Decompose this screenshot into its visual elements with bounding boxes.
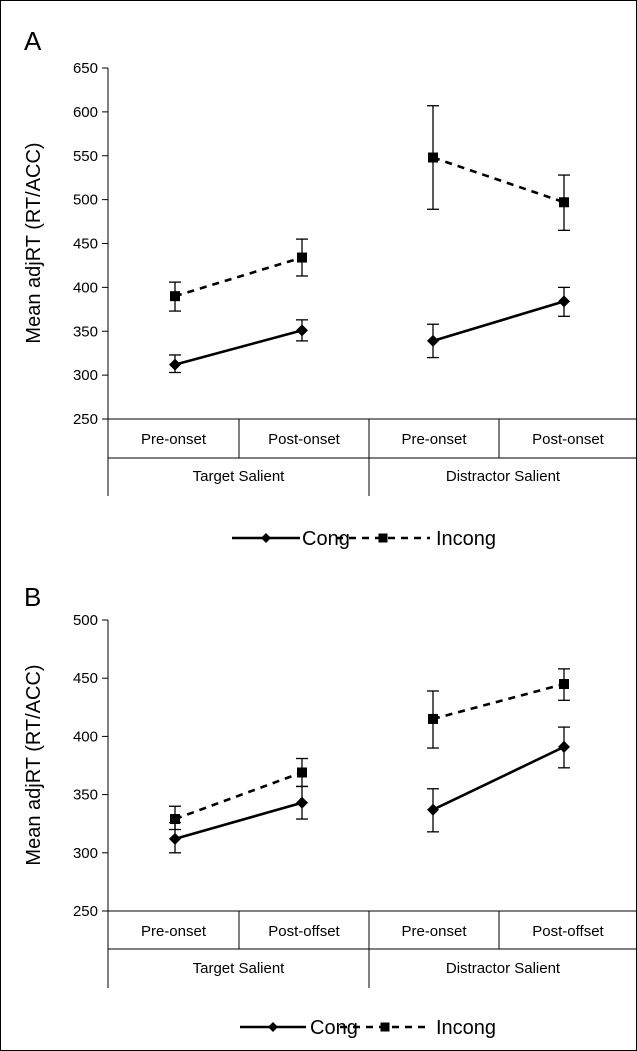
x-tick-label: Pre-onset [401,923,467,940]
y-tick-label: 500 [73,192,98,209]
y-tick-label: 350 [73,323,98,340]
legend-label-cong: Cong [310,1017,358,1039]
marker-incong [428,713,438,724]
x-group-label: Target Salient [193,960,286,977]
y-tick-label: 650 [73,60,98,77]
x-tick-label: Pre-onset [141,923,207,940]
series-cong [169,726,570,854]
y-axis-title: Mean adjRT (RT/ACC) [23,142,45,343]
legend: Cong Incong [240,1017,496,1039]
chart-panel-a: A Mean adjRT (RT/ACC) 250 300 350 400 450 500 55… [23,26,637,550]
y-tick-label: 500 [73,612,98,629]
marker-incong [428,152,438,163]
x-group-label: Distractor Salient [446,960,561,977]
y-axis-title: Mean adjRT (RT/ACC) [23,664,45,865]
y-tick-label: 450 [73,670,98,687]
marker-incong [297,252,307,263]
x-tick-label: Post-offset [268,923,340,940]
legend-marker-incong [378,533,388,543]
legend-label-cong: Cong [302,528,350,550]
x-group-label: Target Salient [193,468,286,485]
y-tick-label: 600 [73,104,98,121]
series-line [432,156,565,204]
legend-marker-cong [268,1022,278,1032]
series-line [432,745,565,811]
x-tick-label: Post-onset [268,431,341,448]
x-group-label: Distractor Salient [446,468,561,485]
legend-label-incong: Incong [436,528,496,550]
y-tick-label: 300 [73,845,98,862]
series-incong [169,105,570,312]
series-line [174,329,303,366]
marker-incong [559,197,569,208]
y-tick-label: 550 [73,148,98,165]
marker-incong [170,814,180,825]
legend: Cong Incong [232,528,496,550]
series-incong [169,668,570,831]
legend-label-incong: Incong [436,1017,496,1039]
x-tick-label: Pre-onset [141,431,207,448]
x-tick-label: Post-offset [532,923,604,940]
x-tick-label: Post-onset [532,431,605,448]
marker-cong [169,832,181,845]
marker-cong [296,796,308,809]
legend-marker-cong [261,533,271,543]
y-tick-label: 450 [73,236,98,253]
series-line [174,801,303,841]
marker-cong [558,295,570,308]
y-tick-label: 250 [73,903,98,920]
chart-panel-b: B Mean adjRT (RT/ACC) 250 300 350 400 450 500 Pr… [23,582,637,1039]
marker-cong [558,740,570,753]
y-tick-label: 400 [73,728,98,745]
x-tick-label: Pre-onset [401,431,467,448]
y-tick-label: 300 [73,367,98,384]
series-line [432,300,565,343]
marker-cong [427,334,439,347]
series-line [174,256,303,298]
marker-incong [297,767,307,778]
marker-cong [296,324,308,337]
marker-cong [169,358,181,371]
marker-incong [559,679,569,690]
panel-label: A [24,26,42,56]
y-tick-label: 400 [73,279,98,296]
marker-cong [427,803,439,816]
legend-marker-incong [380,1022,390,1032]
marker-incong [170,291,180,302]
series-cong [169,286,570,374]
series-line [174,771,303,821]
y-tick-label: 250 [73,411,98,428]
y-tick-label: 350 [73,787,98,804]
panel-label: B [24,582,41,612]
series-line [432,682,565,721]
